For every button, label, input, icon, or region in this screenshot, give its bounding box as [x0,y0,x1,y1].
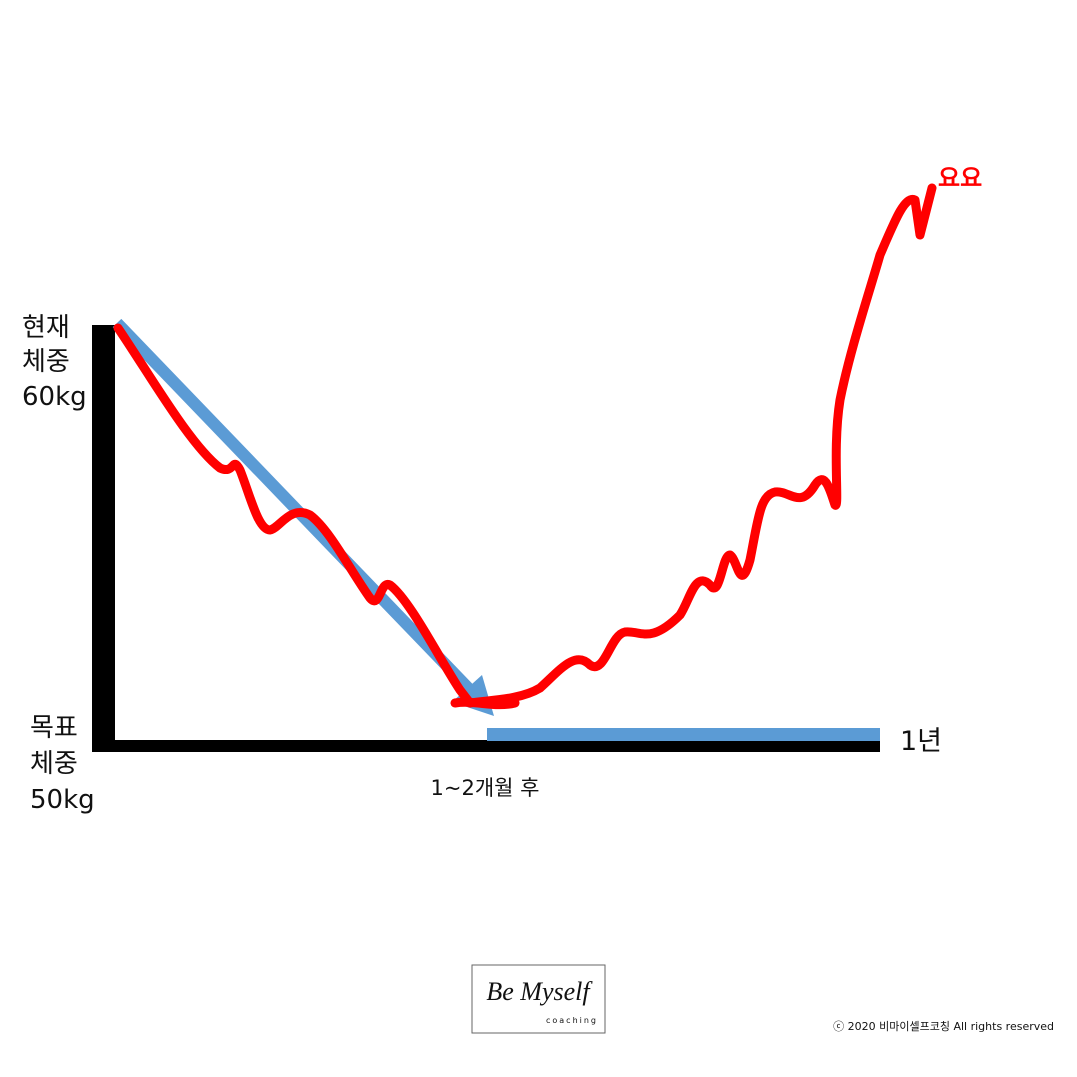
end-label: 1년 [900,726,942,757]
label-line: 체중 [22,347,70,377]
diet-arrow [112,318,477,697]
x-axis [92,740,880,752]
logo-box [471,964,606,1034]
maintain-bar [487,728,880,741]
logo-subtitle: coaching [546,1016,598,1025]
weight-line [113,183,937,708]
label-line: 현재 [22,313,70,343]
mid-label: 1~2개월 후 [431,776,540,800]
label-line: 목표 [30,713,78,743]
label-line: 60kg [22,382,87,412]
yoyo-label: 요요 [938,164,982,192]
start-label: 현재 체중 60kg [22,313,87,412]
logo-title: Be Myself [486,977,593,1006]
goal-label: 목표 체중 50kg [30,713,95,815]
y-axis [92,325,115,752]
weight-line-bottom [450,697,520,710]
footer: ⓒ 2020 비마이셀프코칭 All rights reserved [833,1020,1054,1033]
label-line: 체중 [30,749,78,779]
label-line: 50kg [30,785,95,815]
